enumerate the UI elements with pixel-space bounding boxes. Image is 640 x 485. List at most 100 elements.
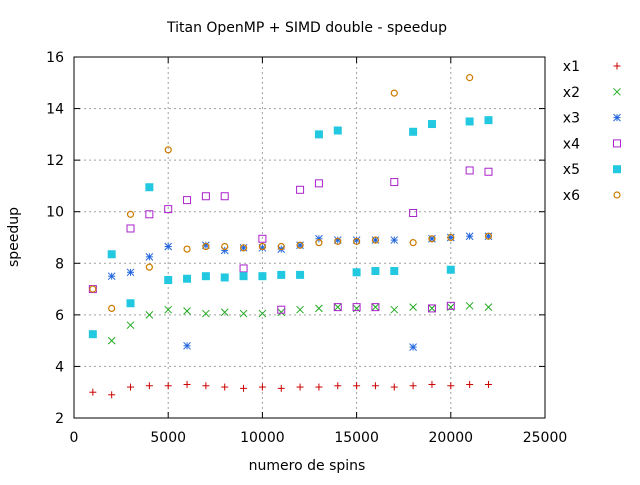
y-tick-label: 14	[46, 102, 64, 118]
data-point-x1	[371, 382, 379, 390]
data-point-x5	[484, 116, 493, 125]
data-point-x2	[484, 303, 493, 311]
data-point-x1	[164, 382, 172, 390]
data-point-x6	[315, 239, 323, 247]
data-point-x5	[183, 274, 192, 283]
data-point-x6	[371, 236, 380, 244]
data-point-x6	[126, 210, 135, 218]
data-point-x4	[145, 210, 154, 219]
x-tick-label: 10000	[240, 430, 285, 446]
data-point-x6	[183, 245, 191, 253]
legend-marker-x3	[613, 113, 621, 122]
data-point-x5	[126, 299, 135, 308]
data-point-x1	[108, 391, 116, 399]
data-point-x6	[89, 285, 97, 293]
plot-frame	[73, 56, 546, 419]
data-point-x2	[371, 303, 380, 311]
x-tick-label: 5000	[150, 430, 186, 446]
data-point-x2	[164, 305, 173, 314]
data-point-x1	[484, 380, 492, 388]
data-point-x4	[352, 303, 361, 312]
data-point-x1	[258, 383, 266, 391]
data-point-x4	[296, 185, 305, 194]
data-point-x2	[183, 307, 191, 315]
data-point-x3	[107, 272, 116, 281]
data-point-x3	[465, 232, 474, 241]
data-point-x6	[108, 304, 116, 313]
data-point-x4	[126, 224, 135, 233]
legend-label-x4: x4	[563, 136, 580, 152]
data-point-x4	[333, 303, 342, 312]
data-point-x5	[258, 272, 267, 281]
data-point-x6	[409, 239, 417, 247]
data-point-x6	[390, 89, 398, 97]
data-point-x6	[334, 237, 342, 245]
data-point-x4	[164, 205, 173, 214]
data-point-x1	[202, 382, 210, 390]
data-point-x2	[409, 303, 417, 311]
data-point-x4	[239, 264, 248, 273]
data-point-x2	[277, 308, 286, 317]
data-point-x2	[107, 336, 116, 345]
data-point-x2	[202, 309, 210, 318]
axis-ticks: 0 5000 10000 15000 20000 25000 2 4 6 8 10 12 14 16	[46, 50, 567, 446]
data-point-x1	[334, 382, 342, 390]
data-point-x5	[277, 270, 286, 279]
data-point-x2	[333, 303, 342, 311]
legend-label-x1: x1	[563, 59, 580, 75]
data-point-x3	[183, 341, 191, 350]
data-point-x4	[465, 166, 474, 175]
data-point-x1	[127, 383, 135, 391]
legend: x1 x2 x3 x4 x5 x6	[563, 59, 621, 204]
data-point-x2	[258, 309, 267, 318]
data-point-x4	[371, 303, 380, 312]
data-point-x1	[221, 383, 229, 391]
data-point-x3	[409, 343, 417, 351]
x-tick-label: 25000	[523, 430, 568, 446]
y-axis-label: speedup	[6, 207, 22, 267]
data-point-x6	[296, 241, 304, 249]
grid	[74, 57, 545, 418]
data-point-x5	[145, 183, 154, 192]
data-point-x6	[353, 237, 361, 245]
y-tick-label: 2	[55, 411, 64, 427]
data-point-x1	[296, 383, 304, 391]
data-point-x1	[240, 384, 248, 392]
data-point-x1	[390, 383, 398, 391]
data-point-x6	[221, 242, 229, 251]
legend-label-x2: x2	[563, 85, 580, 101]
data-point-x2	[315, 304, 323, 313]
data-point-x4	[409, 209, 418, 218]
y-tick-label: 16	[46, 50, 64, 66]
data-point-x2	[145, 311, 154, 319]
data-point-x3	[164, 242, 173, 251]
data-point-x4	[201, 192, 210, 201]
x-tick-label: 20000	[429, 430, 474, 446]
y-tick-label: 12	[46, 153, 64, 169]
data-point-x4	[314, 179, 323, 188]
legend-marker-x4	[613, 139, 621, 148]
data-point-x2	[296, 305, 304, 314]
data-point-x4	[390, 178, 399, 187]
legend-marker-x6	[613, 191, 621, 199]
data-point-x5	[88, 330, 97, 339]
data-point-x5	[296, 270, 305, 279]
data-point-x6	[239, 244, 248, 252]
x-tick-label: 0	[70, 430, 79, 446]
data-point-x4	[277, 305, 286, 314]
data-point-x5	[390, 267, 399, 276]
data-point-x2	[428, 304, 436, 313]
data-point-x3	[145, 252, 154, 261]
data-point-x4	[258, 234, 267, 243]
data-point-x4	[446, 301, 455, 310]
legend-label-x6: x6	[563, 188, 580, 204]
data-point-x4	[484, 167, 493, 176]
data-point-x6	[428, 235, 436, 243]
data-point-x3	[126, 268, 135, 277]
y-tick-label: 4	[55, 359, 64, 375]
y-tick-label: 6	[55, 308, 64, 324]
x-axis-label: numero de spins	[249, 458, 366, 474]
data-point-x1	[428, 380, 436, 388]
